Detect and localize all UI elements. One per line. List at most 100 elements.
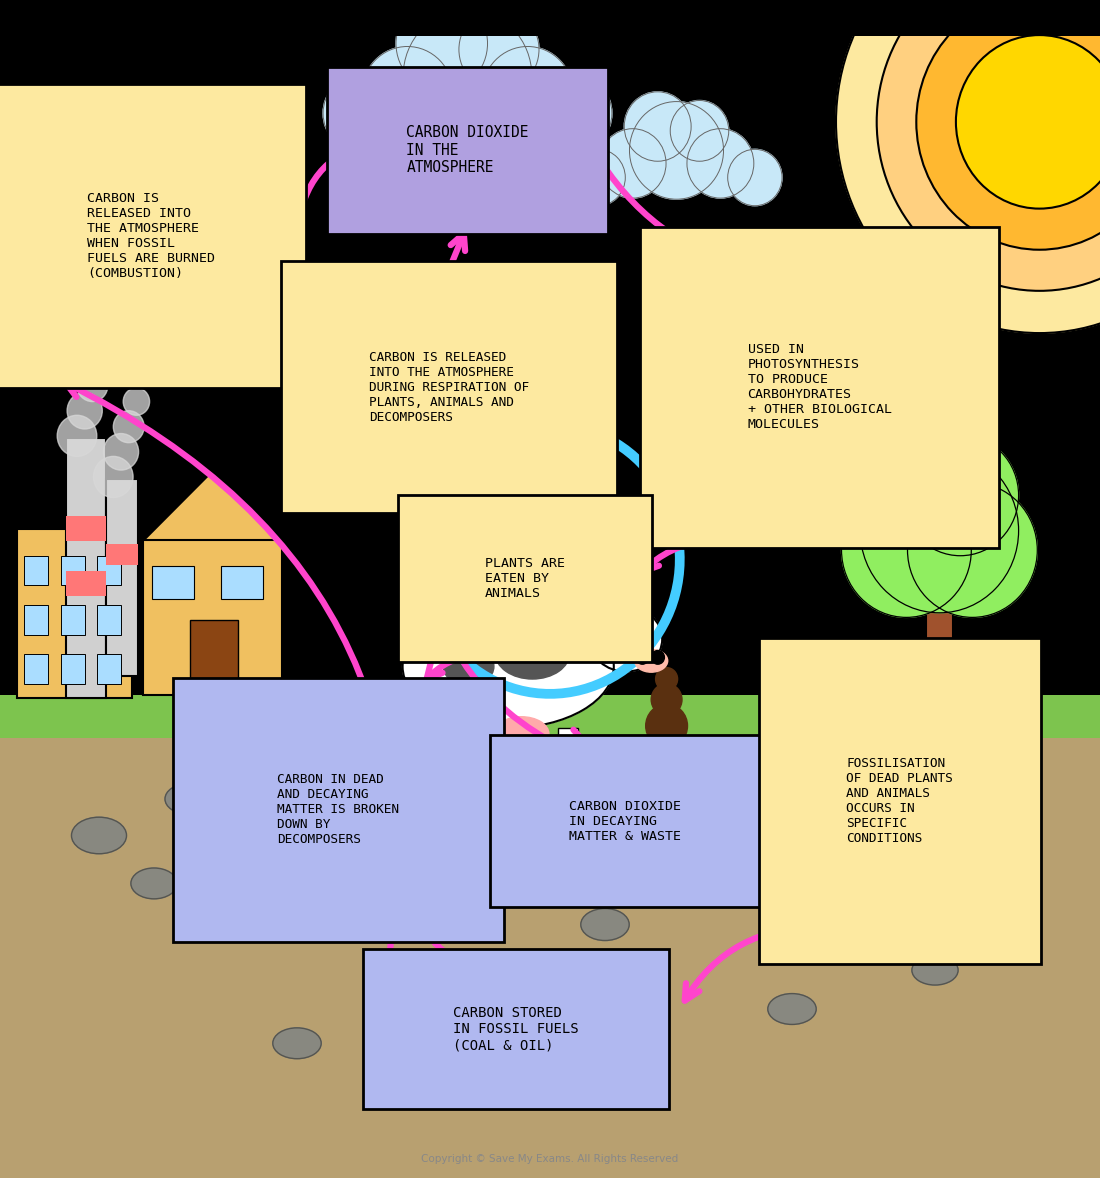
FancyBboxPatch shape	[60, 604, 85, 635]
Ellipse shape	[131, 868, 177, 899]
Circle shape	[631, 621, 647, 637]
Text: CARBON IN DEAD
AND DECAYING
MATTER IS BROKEN
DOWN BY
DECOMPOSERS: CARBON IN DEAD AND DECAYING MATTER IS BR…	[277, 773, 399, 846]
Circle shape	[916, 0, 1100, 250]
Polygon shape	[0, 695, 1100, 739]
FancyBboxPatch shape	[60, 654, 85, 683]
Ellipse shape	[495, 627, 570, 679]
FancyBboxPatch shape	[557, 774, 579, 788]
Circle shape	[646, 704, 688, 748]
Circle shape	[956, 35, 1100, 209]
FancyBboxPatch shape	[24, 654, 48, 683]
Circle shape	[629, 101, 724, 199]
Polygon shape	[558, 728, 578, 779]
Circle shape	[600, 128, 666, 198]
Circle shape	[323, 74, 397, 152]
Ellipse shape	[443, 647, 494, 686]
Polygon shape	[143, 472, 282, 541]
Text: SUN: SUN	[996, 0, 1028, 11]
Circle shape	[459, 8, 539, 91]
FancyBboxPatch shape	[66, 438, 106, 699]
Text: CARBON IS RELEASED
INTO THE ATMOSPHERE
DURING RESPIRATION OF
PLANTS, ANIMALS AND: CARBON IS RELEASED INTO THE ATMOSPHERE D…	[368, 351, 529, 424]
FancyBboxPatch shape	[0, 84, 306, 388]
Text: CARBON DIOXIDE
IN DECAYING
MATTER & WASTE: CARBON DIOXIDE IN DECAYING MATTER & WAST…	[569, 800, 681, 842]
Circle shape	[67, 392, 102, 429]
FancyBboxPatch shape	[106, 479, 138, 676]
Circle shape	[902, 435, 1019, 556]
Circle shape	[868, 409, 998, 543]
Circle shape	[728, 150, 782, 206]
FancyBboxPatch shape	[16, 529, 132, 699]
Circle shape	[670, 100, 728, 161]
FancyBboxPatch shape	[97, 604, 121, 635]
FancyBboxPatch shape	[24, 604, 48, 635]
Ellipse shape	[768, 993, 816, 1025]
Ellipse shape	[165, 785, 209, 814]
Circle shape	[538, 74, 612, 152]
Circle shape	[636, 650, 649, 664]
FancyBboxPatch shape	[640, 227, 999, 548]
Circle shape	[651, 683, 682, 715]
FancyBboxPatch shape	[143, 540, 282, 695]
FancyBboxPatch shape	[24, 556, 48, 585]
Text: CARBON DIOXIDE
IN THE
ATMOSPHERE: CARBON DIOXIDE IN THE ATMOSPHERE	[406, 126, 529, 176]
Ellipse shape	[403, 604, 614, 728]
FancyBboxPatch shape	[173, 677, 504, 941]
Text: CARBON IS
RELEASED INTO
THE ATMOSPHERE
WHEN FOSSIL
FUELS ARE BURNED
(COMBUSTION): CARBON IS RELEASED INTO THE ATMOSPHERE W…	[87, 192, 216, 280]
FancyBboxPatch shape	[221, 565, 263, 600]
FancyBboxPatch shape	[97, 654, 121, 683]
FancyBboxPatch shape	[97, 556, 121, 585]
Text: USED IN
PHOTOSYNTHESIS
TO PRODUCE
CARBOHYDRATES
+ OTHER BIOLOGICAL
MOLECULES: USED IN PHOTOSYNTHESIS TO PRODUCE CARBOH…	[748, 343, 891, 431]
Circle shape	[403, 9, 532, 143]
FancyBboxPatch shape	[190, 620, 238, 695]
Circle shape	[133, 365, 155, 388]
Circle shape	[625, 92, 691, 161]
Text: Copyright © Save My Exams. All Rights Reserved: Copyright © Save My Exams. All Rights Re…	[421, 1154, 679, 1164]
Circle shape	[877, 0, 1100, 291]
Text: FOSSILISATION
OF DEAD PLANTS
AND ANIMALS
OCCURS IN
SPECIFIC
CONDITIONS: FOSSILISATION OF DEAD PLANTS AND ANIMALS…	[846, 757, 954, 845]
Polygon shape	[0, 739, 1100, 1178]
Circle shape	[57, 416, 97, 456]
FancyBboxPatch shape	[60, 556, 85, 585]
FancyBboxPatch shape	[926, 552, 953, 699]
Circle shape	[77, 370, 108, 402]
Ellipse shape	[273, 1028, 321, 1059]
Circle shape	[651, 650, 664, 664]
Circle shape	[362, 46, 453, 141]
Text: CARBON STORED
IN FOSSIL FUELS
(COAL & OIL): CARBON STORED IN FOSSIL FUELS (COAL & OI…	[453, 1006, 579, 1052]
FancyBboxPatch shape	[66, 570, 106, 596]
Ellipse shape	[494, 716, 549, 750]
Circle shape	[97, 324, 119, 346]
Circle shape	[571, 150, 625, 206]
Circle shape	[842, 483, 971, 617]
Circle shape	[94, 456, 133, 497]
Circle shape	[113, 411, 144, 443]
Polygon shape	[514, 728, 534, 779]
Ellipse shape	[390, 958, 446, 993]
FancyBboxPatch shape	[490, 735, 760, 907]
Polygon shape	[426, 728, 446, 779]
FancyBboxPatch shape	[280, 262, 617, 514]
Circle shape	[482, 46, 573, 141]
FancyBboxPatch shape	[398, 495, 652, 662]
FancyBboxPatch shape	[759, 638, 1041, 965]
Circle shape	[87, 346, 113, 375]
Ellipse shape	[581, 908, 629, 940]
Circle shape	[908, 483, 1037, 617]
Ellipse shape	[715, 853, 759, 881]
Circle shape	[656, 668, 678, 690]
Polygon shape	[470, 728, 490, 779]
FancyBboxPatch shape	[106, 544, 138, 565]
Circle shape	[123, 388, 150, 416]
Circle shape	[686, 128, 754, 198]
FancyBboxPatch shape	[513, 774, 535, 788]
Ellipse shape	[590, 607, 662, 671]
Circle shape	[836, 0, 1100, 333]
FancyBboxPatch shape	[327, 67, 608, 233]
Text: PLANTS ARE
EATEN BY
ANIMALS: PLANTS ARE EATEN BY ANIMALS	[485, 557, 565, 600]
FancyBboxPatch shape	[66, 516, 106, 541]
Circle shape	[396, 0, 487, 91]
FancyBboxPatch shape	[363, 948, 669, 1110]
FancyBboxPatch shape	[469, 774, 491, 788]
FancyBboxPatch shape	[152, 565, 194, 600]
Ellipse shape	[912, 955, 958, 985]
